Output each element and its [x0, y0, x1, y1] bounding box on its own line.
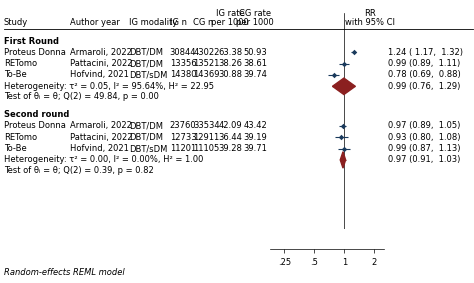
- Text: 39.28: 39.28: [219, 144, 242, 153]
- Text: DBT/DM: DBT/DM: [129, 59, 163, 68]
- Text: 13356: 13356: [170, 59, 196, 68]
- Text: 36.44: 36.44: [219, 133, 242, 142]
- Text: 0.97 (0.91,  1.03): 0.97 (0.91, 1.03): [388, 155, 460, 164]
- Text: 30.88: 30.88: [219, 70, 242, 80]
- Text: 38.61: 38.61: [243, 59, 267, 68]
- Text: per 1000: per 1000: [211, 18, 249, 27]
- Text: 63.38: 63.38: [219, 48, 242, 57]
- Text: 13521: 13521: [193, 59, 220, 68]
- Polygon shape: [332, 78, 356, 95]
- Polygon shape: [340, 152, 346, 168]
- Text: 33534: 33534: [193, 121, 220, 130]
- Text: Hofvind, 2021: Hofvind, 2021: [70, 70, 129, 80]
- Text: 11105: 11105: [193, 144, 219, 153]
- Text: Armaroli, 2022: Armaroli, 2022: [70, 121, 132, 130]
- Text: RETomo: RETomo: [4, 59, 37, 68]
- Text: Proteus Donna: Proteus Donna: [4, 121, 66, 130]
- Text: Pattacini, 2022: Pattacini, 2022: [70, 59, 133, 68]
- Text: IG n: IG n: [170, 18, 187, 27]
- Text: Hofvind, 2021: Hofvind, 2021: [70, 144, 129, 153]
- Text: IG modality: IG modality: [129, 18, 177, 27]
- Text: 38.26: 38.26: [219, 59, 242, 68]
- Text: 39.19: 39.19: [243, 133, 267, 142]
- Text: DBT/DM: DBT/DM: [129, 121, 163, 130]
- Text: RETomo: RETomo: [4, 133, 37, 142]
- Text: RR: RR: [364, 9, 375, 18]
- Text: per 1000: per 1000: [236, 18, 274, 27]
- Text: First Round: First Round: [4, 37, 59, 46]
- Text: Heterogeneity: τ² = 0.00, I² = 0.00%, H² = 1.00: Heterogeneity: τ² = 0.00, I² = 0.00%, H²…: [4, 155, 203, 164]
- Text: 1.24 ( 1.17,  1.32): 1.24 ( 1.17, 1.32): [388, 48, 463, 57]
- Text: IG rate: IG rate: [216, 9, 245, 18]
- Text: 14369: 14369: [193, 70, 220, 80]
- Text: Armaroli, 2022: Armaroli, 2022: [70, 48, 132, 57]
- Text: Test of θᵢ = θ; Q(2) = 0.39, p = 0.82: Test of θᵢ = θ; Q(2) = 0.39, p = 0.82: [4, 166, 154, 175]
- Text: DBT/DM: DBT/DM: [129, 133, 163, 142]
- Text: To-Be: To-Be: [4, 70, 27, 80]
- Text: DBT/sDM: DBT/sDM: [129, 144, 167, 153]
- Text: 12733: 12733: [170, 133, 196, 142]
- Text: Author year: Author year: [70, 18, 120, 27]
- Text: 0.99 (0.87,  1.13): 0.99 (0.87, 1.13): [388, 144, 460, 153]
- Text: To-Be: To-Be: [4, 144, 27, 153]
- Text: 43022: 43022: [193, 48, 220, 57]
- Text: 23760: 23760: [170, 121, 196, 130]
- Text: CG rate: CG rate: [239, 9, 271, 18]
- Text: 11201: 11201: [170, 144, 196, 153]
- Text: 39.71: 39.71: [243, 144, 267, 153]
- Text: DBT/DM: DBT/DM: [129, 48, 163, 57]
- Text: CG n: CG n: [193, 18, 214, 27]
- Text: 50.93: 50.93: [243, 48, 267, 57]
- Text: 14380: 14380: [170, 70, 196, 80]
- Text: Random-effects REML model: Random-effects REML model: [4, 268, 125, 277]
- Text: 0.97 (0.89,  1.05): 0.97 (0.89, 1.05): [388, 121, 460, 130]
- Text: Second round: Second round: [4, 110, 69, 119]
- Text: 39.74: 39.74: [243, 70, 267, 80]
- Text: Test of θᵢ = θ; Q(2) = 49.84, p = 0.00: Test of θᵢ = θ; Q(2) = 49.84, p = 0.00: [4, 92, 159, 101]
- Text: 30844: 30844: [170, 48, 196, 57]
- Text: 42.09: 42.09: [219, 121, 242, 130]
- Text: 0.99 (0.89,  1.11): 0.99 (0.89, 1.11): [388, 59, 460, 68]
- Text: DBT/sDM: DBT/sDM: [129, 70, 167, 80]
- Text: Heterogeneity: τ² = 0.05, I² = 95.64%, H² = 22.95: Heterogeneity: τ² = 0.05, I² = 95.64%, H…: [4, 82, 214, 91]
- Text: 43.42: 43.42: [243, 121, 267, 130]
- Text: Proteus Donna: Proteus Donna: [4, 48, 66, 57]
- Text: with 95% CI: with 95% CI: [345, 18, 395, 27]
- Text: Study: Study: [4, 18, 28, 27]
- Text: Pattacini, 2022: Pattacini, 2022: [70, 133, 133, 142]
- Text: 0.99 (0.76,  1.29): 0.99 (0.76, 1.29): [388, 82, 460, 91]
- Text: 12911: 12911: [193, 133, 219, 142]
- Text: 0.93 (0.80,  1.08): 0.93 (0.80, 1.08): [388, 133, 460, 142]
- Text: 0.78 (0.69,  0.88): 0.78 (0.69, 0.88): [388, 70, 460, 80]
